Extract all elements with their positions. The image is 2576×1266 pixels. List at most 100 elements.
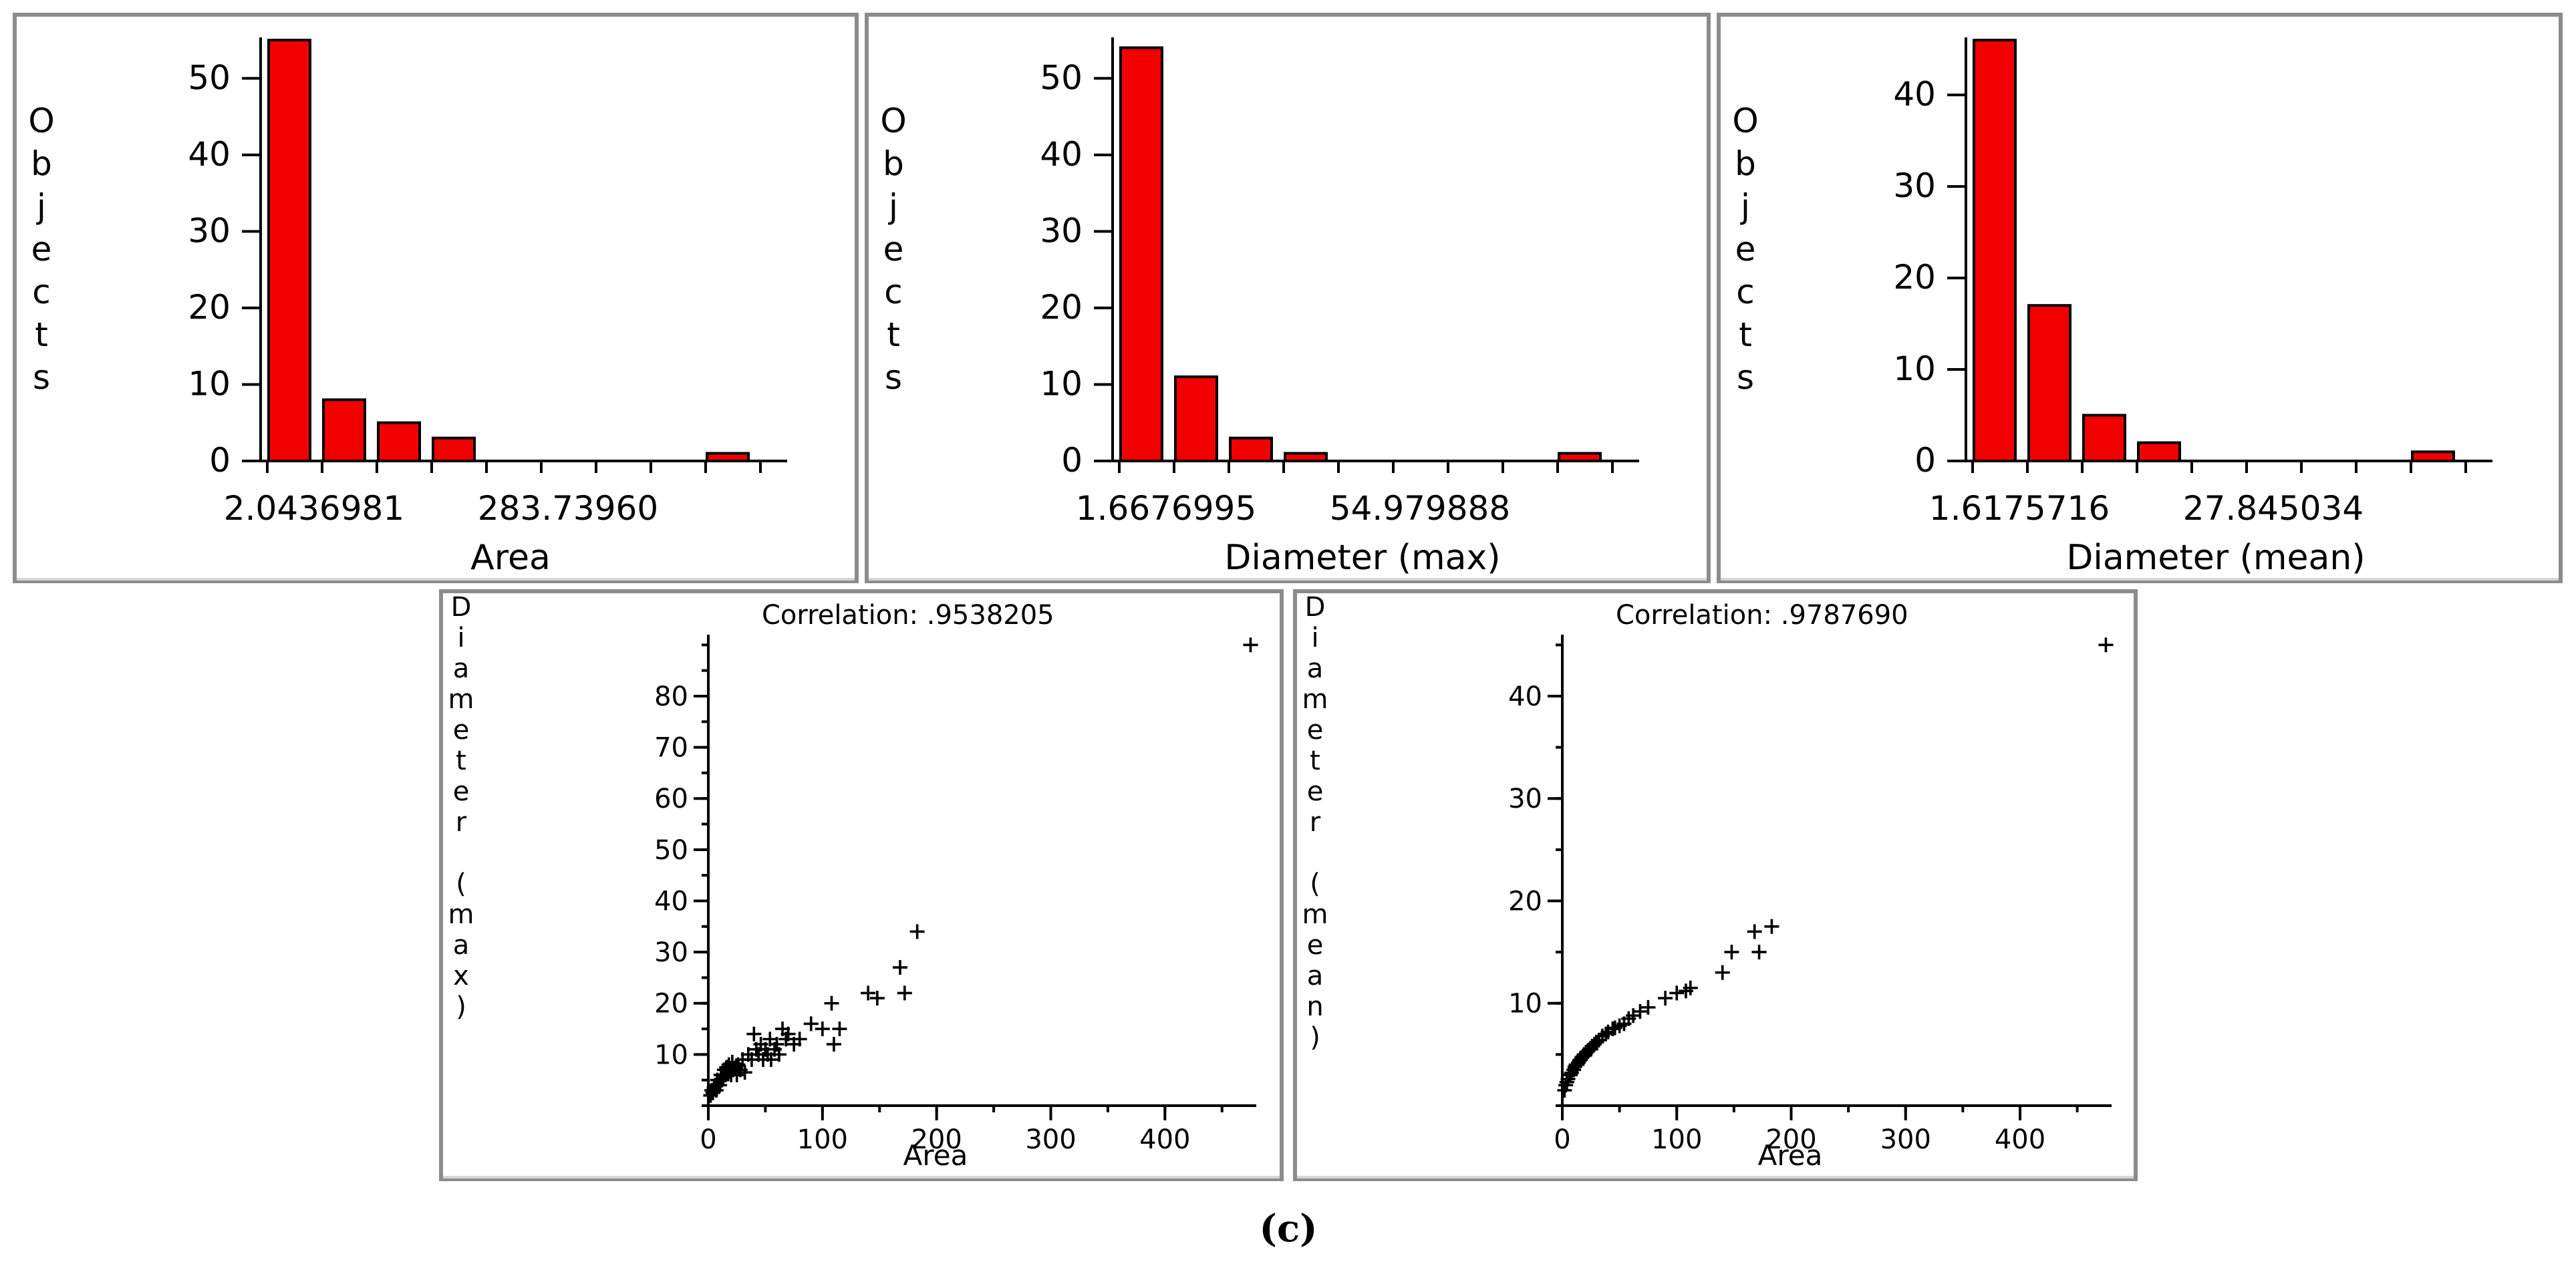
y-axis-label-char: O	[1732, 102, 1758, 140]
scatter-point	[2098, 637, 2114, 653]
y-tick-label: 30	[188, 211, 231, 250]
scatter-point	[861, 985, 876, 1001]
scatter-point	[1640, 999, 1656, 1015]
scatter-point	[1683, 980, 1698, 995]
x-tick-label: 400	[1995, 1124, 2045, 1155]
scatter-point	[1669, 985, 1685, 1001]
y-tick-label: 0	[1914, 441, 1936, 480]
scatter-point	[815, 1021, 830, 1037]
histogram-bar	[432, 436, 476, 462]
x-tick-label: 200	[911, 1124, 962, 1155]
y-axis-label-char: a	[453, 653, 470, 684]
y-tick-label: 40	[1893, 75, 1936, 114]
histogram-bar	[1558, 452, 1602, 463]
histogram-bar	[1229, 436, 1273, 462]
y-tick-label: 30	[654, 937, 688, 968]
y-axis-label-char: a	[453, 930, 470, 961]
y-axis-label-char: s	[885, 358, 902, 397]
scatter-point	[1564, 1065, 1579, 1080]
y-tick-label: 20	[1040, 288, 1083, 327]
scatter-point	[1724, 945, 1739, 960]
histogram-bar	[706, 452, 750, 463]
x-tick-label: 0	[700, 1124, 716, 1155]
scatter-point	[1715, 965, 1730, 980]
x-tick-label: 1.6175716	[1929, 489, 2110, 528]
x-axis-label: Area	[903, 1139, 968, 1172]
y-tick-label: 30	[1893, 166, 1936, 205]
panel-border	[439, 589, 1284, 1181]
y-axis-label-char: r	[456, 807, 467, 838]
y-tick-label: 50	[654, 835, 688, 866]
y-axis-label-char: e	[1735, 230, 1756, 269]
x-tick-label: 100	[1651, 1124, 1702, 1155]
scatter-point	[824, 995, 839, 1011]
y-axis-label-char: (	[1310, 868, 1320, 899]
y-tick-label: 0	[1061, 441, 1083, 480]
x-tick-label: 283.73960	[478, 489, 658, 528]
y-tick-label: 30	[1040, 211, 1083, 250]
y-tick-label: 10	[654, 1040, 688, 1070]
scatter-point	[826, 1037, 841, 1052]
histogram-panel-3: 0 10 20 30 40 1.6175716 27.845034 Diameter (mea…	[1717, 13, 2563, 583]
y-axis-label-char: c	[32, 273, 51, 311]
y-axis-label-char: x	[453, 961, 469, 991]
histogram-bar	[2411, 450, 2455, 462]
x-tick-label: 400	[1139, 1124, 1190, 1155]
y-axis-label: Diameter(max)	[448, 592, 474, 1022]
x-tick-label: 54.979888	[1330, 489, 1510, 528]
scatter-point	[1658, 991, 1673, 1006]
y-tick-label: 40	[188, 135, 231, 174]
x-tick-label: 1.6676995	[1076, 489, 1256, 528]
y-axis-label-char: b	[31, 144, 52, 183]
y-axis-label-char: e	[1307, 776, 1324, 807]
scatter-point	[893, 960, 907, 975]
y-tick-label: 10	[1040, 364, 1083, 403]
y-axis-label-char: m	[1302, 684, 1328, 715]
y-axis-label-char: O	[880, 102, 906, 140]
y-tick-label: 20	[654, 989, 688, 1019]
scatter-point	[869, 991, 885, 1006]
histogram-bar	[267, 39, 311, 462]
y-tick-label: 30	[1508, 784, 1542, 814]
x-axis-label: Diameter (max)	[1224, 538, 1500, 578]
histogram-panel-2: 0 10 20 30 40 50 1.6676995 54.979888 Diameter (m…	[865, 13, 1711, 583]
scatter-point	[1751, 945, 1767, 960]
y-tick-label: 10	[1893, 349, 1936, 388]
x-axis-label: Area	[470, 538, 551, 578]
y-tick-label: 40	[1040, 135, 1083, 174]
y-tick-label: 10	[1508, 989, 1542, 1019]
y-tick-label: 0	[209, 441, 231, 480]
x-tick-label: 200	[1765, 1124, 1816, 1155]
y-axis-label-char: t	[1739, 315, 1752, 354]
y-tick-label: 20	[1508, 886, 1542, 917]
scatter-point	[746, 1026, 762, 1042]
y-tick-label: 20	[188, 288, 231, 327]
x-tick-label: 100	[797, 1124, 848, 1155]
correlation-title: Correlation: .9787690	[1616, 600, 1908, 631]
y-axis-label-char: e	[1307, 930, 1324, 961]
y-axis-label-char: (	[456, 868, 466, 899]
histogram-bar	[1284, 452, 1328, 463]
y-axis-label-char: e	[883, 230, 904, 269]
scatter-point	[1243, 637, 1258, 653]
y-tick-label: 40	[654, 886, 688, 917]
x-tick-label: 27.845034	[2183, 489, 2364, 528]
y-axis-label-char: i	[1311, 623, 1318, 653]
scatter-point	[763, 1052, 778, 1068]
y-axis-label-char: i	[457, 623, 464, 653]
y-axis-label-char: O	[28, 102, 54, 140]
y-tick-label: 40	[1508, 681, 1542, 712]
x-tick-label: 2.0436981	[224, 489, 404, 528]
y-axis-label-char: c	[1736, 273, 1755, 311]
x-tick-label: 0	[1554, 1124, 1570, 1155]
y-tick-label: 70	[654, 733, 688, 764]
scatter-point	[792, 1032, 807, 1047]
y-axis-label-char: m	[448, 684, 474, 715]
correlation-title: Correlation: .9538205	[762, 600, 1054, 631]
scatter-point	[1747, 924, 1762, 939]
y-tick-label: 60	[654, 784, 688, 814]
